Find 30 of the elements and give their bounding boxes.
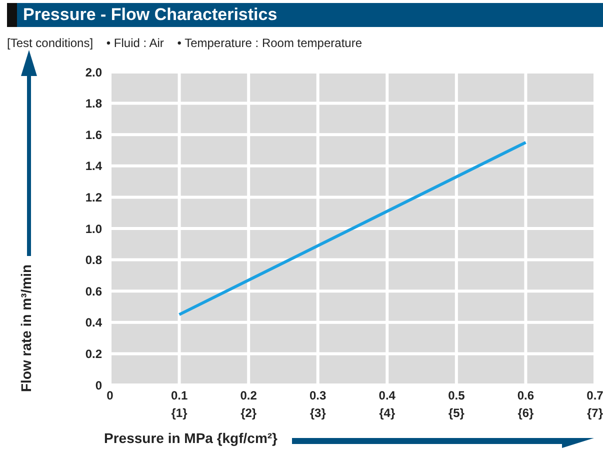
y-tick-label: 0.8 (85, 253, 102, 268)
x-tick-label: 0.1 (170, 388, 188, 403)
y-tick-label: 0.6 (85, 284, 102, 298)
x2-tick-label: {2} (240, 406, 257, 420)
y-tick-label: 1.2 (85, 190, 102, 204)
y-tick-label: 0 (95, 378, 102, 392)
chart-title: Pressure - Flow Characteristics (23, 5, 278, 25)
x-tick-label: 0 (106, 388, 114, 403)
x-tick-label: 0.7 (586, 388, 603, 403)
chart-subtitle: [Test conditions] • Fluid : Air • Temperature : Room temperature (7, 36, 362, 50)
y-tick-label: 0.4 (85, 316, 102, 330)
x2-tick-label: {5} (448, 406, 465, 420)
x2-tick-label: {1} (171, 406, 188, 420)
x-tick-label: 0.5 (448, 388, 466, 403)
x-tick-label: 0.2 (240, 388, 258, 403)
y-tick-label: 1.6 (85, 128, 102, 142)
x2-tick-label: {3} (310, 406, 326, 420)
y-tick-label: 1.8 (85, 96, 102, 111)
x2-tick-label: {6} (518, 406, 534, 420)
x-tick-label: 0.3 (310, 388, 327, 403)
y-axis-title: Flow rate in m³/min (18, 264, 34, 392)
y-tick-label: 1.0 (85, 222, 102, 236)
y-tick-label: 2.0 (85, 65, 102, 80)
x2-tick-label: {4} (379, 406, 396, 420)
y-tick-label: 1.4 (85, 159, 102, 174)
x-axis-title: Pressure in MPa {kgf/cm²} (104, 430, 278, 446)
y-tick-label: 0.2 (85, 346, 102, 361)
x2-tick-label: {7} (586, 406, 603, 420)
x-tick-label: 0.4 (378, 388, 396, 403)
x-tick-label: 0.6 (517, 388, 534, 403)
